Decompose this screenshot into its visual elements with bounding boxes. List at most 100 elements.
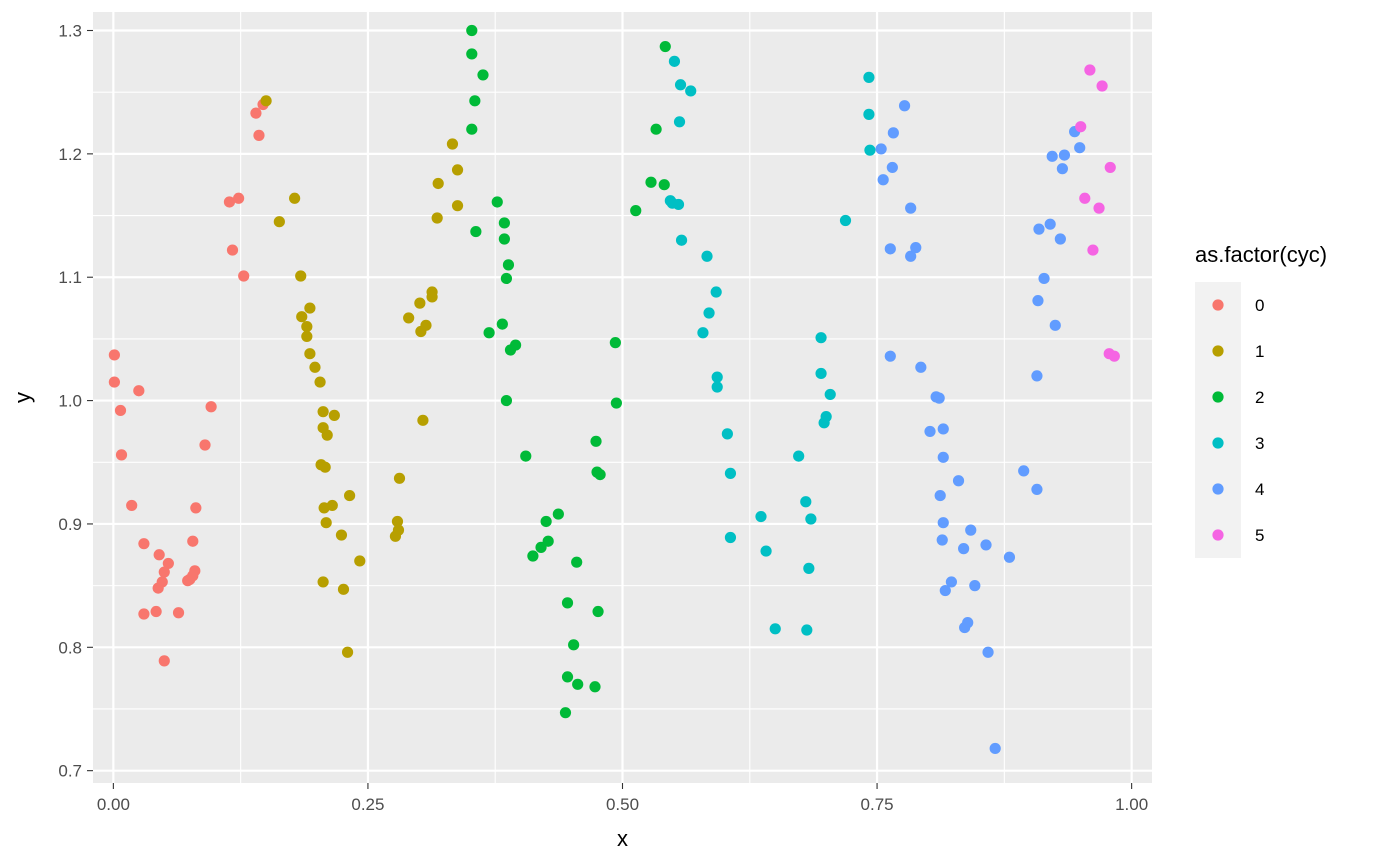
point-series-0 [250,107,262,119]
point-series-5 [1084,64,1096,76]
point-series-2 [502,259,515,271]
point-series-2 [496,318,508,330]
point-series-3 [724,467,737,479]
point-series-2 [590,435,602,447]
point-series-0 [158,655,170,667]
point-series-4 [1044,218,1056,230]
legend-key-1 [1212,345,1224,357]
point-series-1 [420,319,432,331]
point-series-4 [933,392,945,404]
point-series-2 [466,24,478,37]
x-tick-label: 0.25 [351,795,384,814]
x-tick-label: 1.00 [1115,795,1148,814]
point-series-0 [162,557,174,570]
point-series-0 [223,196,236,208]
point-series-2 [571,556,583,568]
legend-label-4: 4 [1255,480,1264,499]
point-series-4 [1033,223,1045,235]
point-series-1 [451,164,464,176]
point-series-4 [875,143,887,155]
point-series-0 [199,439,211,451]
y-tick-label: 1.0 [58,392,82,411]
y-tick-label: 1.2 [58,145,82,164]
y-axis: 0.7 0.8 0.9 1.0 1.1 1.2 1.3 [58,22,93,781]
point-series-3 [824,388,836,401]
x-tick-label: 0.50 [606,795,639,814]
point-series-1 [309,361,321,373]
major-gridlines [93,12,1152,783]
point-series-4 [898,100,911,112]
legend-label-1: 1 [1255,342,1264,361]
point-series-0 [226,244,239,256]
point-series-3 [760,545,772,557]
point-series-3 [673,116,686,128]
point-series-2 [650,123,662,135]
point-series-4 [877,174,889,186]
point-series-1 [337,583,350,595]
point-series-2 [500,394,513,407]
point-series-3 [675,234,688,246]
point-series-2 [645,176,657,188]
point-series-2 [491,196,503,208]
point-series-2 [483,327,495,339]
point-series-2 [592,605,604,618]
legend-label-0: 0 [1255,296,1264,315]
point-series-4 [1046,150,1058,162]
point-series-1 [393,472,406,484]
point-series-3 [697,327,709,339]
point-series-2 [498,233,510,245]
point-series-1 [328,409,340,421]
point-series-4 [982,646,994,658]
point-series-0 [190,502,202,514]
point-series-3 [815,367,827,380]
point-series-2 [477,69,489,81]
point-series-3 [685,85,697,97]
point-series-1 [320,517,332,529]
data-points [108,24,1120,755]
point-series-0 [150,605,162,618]
point-series-2 [500,272,513,285]
point-series-4 [1031,483,1043,496]
point-series-3 [805,513,817,525]
point-series-0 [156,576,168,588]
point-series-2 [470,225,482,238]
point-series-1 [273,216,285,228]
point-series-3 [703,307,715,319]
point-series-1 [301,330,313,343]
legend-key-5 [1212,529,1224,541]
legend-items: 0 1 2 3 4 5 [1212,296,1264,545]
point-series-3 [815,332,827,344]
point-series-4 [884,350,896,362]
point-series-4 [1054,233,1066,245]
point-series-2 [540,515,552,528]
point-series-3 [755,510,767,523]
point-series-3 [864,144,876,156]
y-tick-label: 0.9 [58,515,82,534]
point-series-4 [1074,142,1086,154]
point-series-3 [674,79,687,91]
x-axis-title: x [617,826,628,851]
point-series-1 [321,429,333,441]
legend-key-3 [1212,437,1224,449]
point-series-3 [668,55,681,67]
point-series-1 [432,177,444,190]
point-series-2 [594,469,606,481]
point-series-3 [724,531,737,544]
point-series-0 [108,376,120,388]
point-series-1 [403,312,415,324]
point-series-5 [1096,80,1108,92]
point-series-2 [542,535,554,547]
point-series-2 [658,179,670,191]
y-tick-label: 0.7 [58,762,82,781]
point-series-1 [446,138,459,150]
point-series-0 [172,607,185,619]
point-series-3 [672,198,685,211]
point-series-1 [314,376,326,388]
point-series-1 [392,524,405,536]
point-series-4 [965,524,977,536]
point-series-4 [936,534,948,546]
point-series-2 [527,550,539,562]
point-series-1 [317,576,329,588]
point-series-5 [1075,121,1087,133]
